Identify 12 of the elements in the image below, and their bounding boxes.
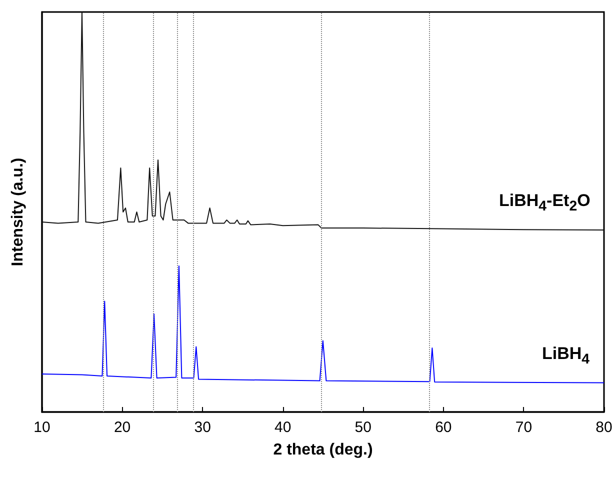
series-label: LiBH$_{4}$-Et$_{2}$O [499, 191, 590, 214]
x-tick-label: 80 [596, 419, 612, 436]
x-tick-label: 20 [114, 419, 131, 436]
x-tick-label: 40 [274, 419, 292, 436]
x-axis-title: 2 theta (deg.) [273, 442, 373, 458]
x-tick-label: 60 [435, 419, 452, 436]
x-tick-label: 10 [34, 419, 50, 436]
x-tick-label: 50 [354, 419, 372, 436]
x-tick-label: 30 [194, 419, 211, 436]
series-label: LiBH$_{4}$ [542, 344, 590, 368]
y-axis-title: Intensity (a.u.) [10, 158, 26, 266]
x-tick-label: 70 [515, 419, 532, 436]
